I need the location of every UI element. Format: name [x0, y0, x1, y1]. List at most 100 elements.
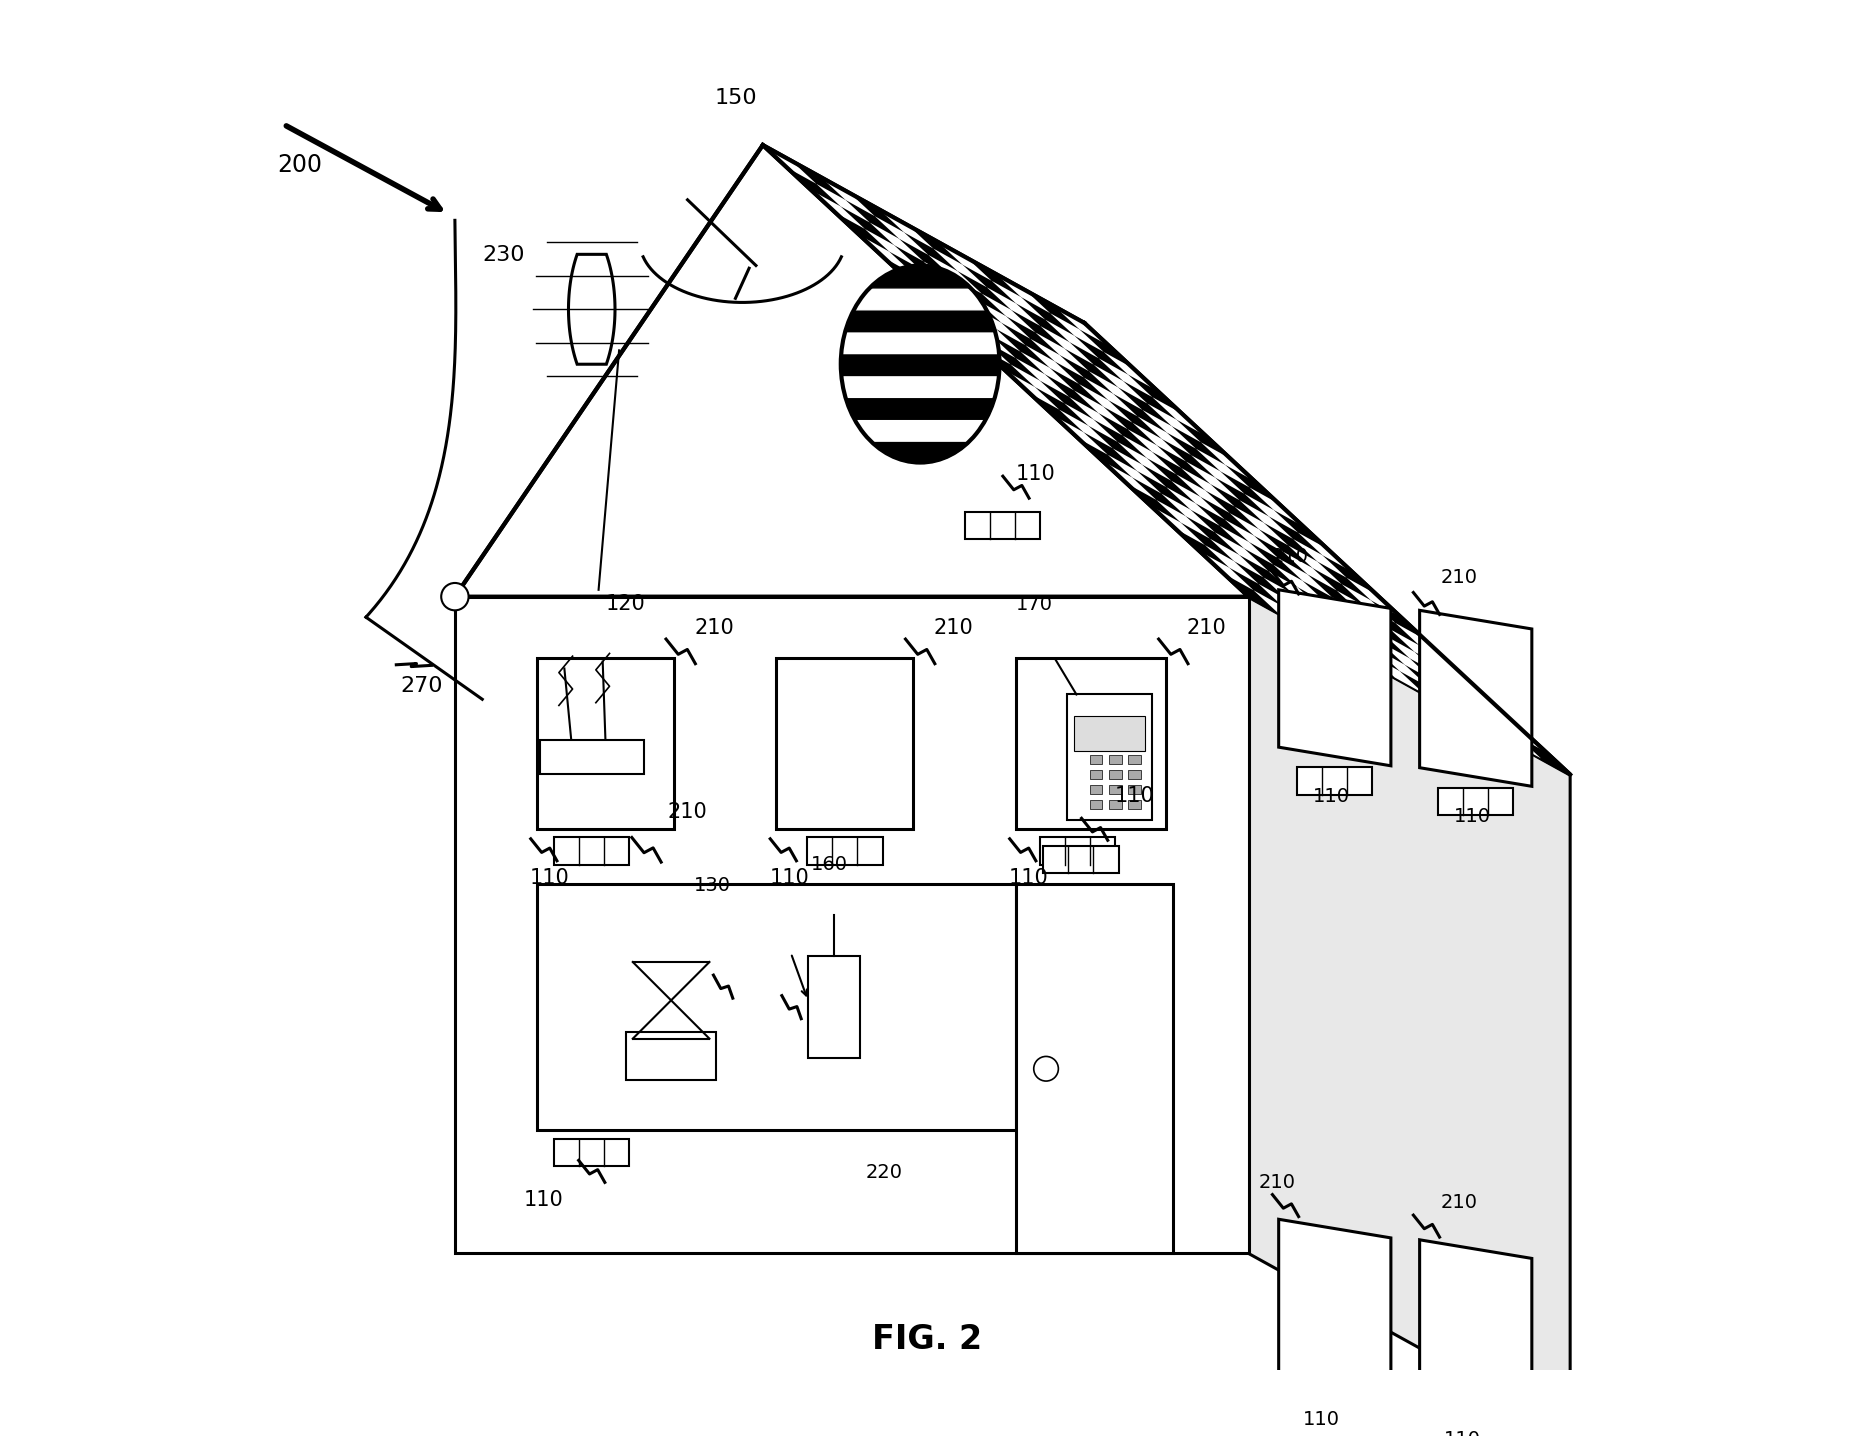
Bar: [1066, 695, 1151, 820]
Polygon shape: [1279, 590, 1390, 765]
Bar: [1129, 800, 1140, 810]
Polygon shape: [1109, 455, 1161, 494]
Text: 170: 170: [1016, 596, 1053, 615]
Bar: [1439, 1417, 1513, 1436]
Polygon shape: [1331, 597, 1385, 636]
Polygon shape: [860, 236, 914, 274]
Bar: [1016, 885, 1174, 1254]
Text: 110: 110: [1454, 807, 1491, 827]
Polygon shape: [1201, 442, 1255, 481]
Polygon shape: [986, 287, 1040, 326]
Bar: [1090, 755, 1103, 764]
Polygon shape: [1316, 616, 1370, 655]
Bar: [1109, 785, 1122, 794]
Polygon shape: [1151, 507, 1205, 546]
Polygon shape: [1268, 572, 1322, 610]
Polygon shape: [1046, 320, 1099, 359]
Polygon shape: [1420, 1239, 1531, 1416]
Polygon shape: [962, 319, 1016, 358]
Polygon shape: [1487, 719, 1541, 758]
Text: 110: 110: [530, 867, 569, 887]
Polygon shape: [1283, 551, 1337, 590]
Text: 210: 210: [1187, 617, 1227, 638]
Polygon shape: [454, 145, 1248, 596]
Polygon shape: [968, 313, 1020, 352]
Polygon shape: [1376, 649, 1429, 688]
Bar: [1044, 846, 1118, 873]
Polygon shape: [938, 243, 992, 281]
Polygon shape: [1079, 383, 1133, 422]
Polygon shape: [1253, 590, 1307, 629]
Text: 130: 130: [695, 876, 730, 895]
Polygon shape: [1133, 422, 1187, 461]
Polygon shape: [870, 223, 923, 261]
Polygon shape: [977, 300, 1031, 339]
Polygon shape: [923, 261, 977, 300]
Polygon shape: [1190, 455, 1244, 494]
Polygon shape: [1118, 442, 1172, 481]
Polygon shape: [1298, 533, 1352, 572]
Text: 210: 210: [667, 803, 706, 823]
Polygon shape: [1229, 513, 1283, 551]
Polygon shape: [1055, 307, 1109, 346]
Polygon shape: [1420, 610, 1531, 787]
Polygon shape: [1031, 339, 1085, 378]
Text: 120: 120: [606, 595, 645, 615]
Bar: [538, 885, 1016, 1130]
Text: 110: 110: [1444, 1430, 1481, 1436]
Polygon shape: [816, 184, 870, 223]
Text: 110: 110: [769, 867, 810, 887]
Polygon shape: [1016, 358, 1070, 396]
Bar: [1298, 767, 1372, 794]
Polygon shape: [983, 294, 1035, 332]
Polygon shape: [1142, 409, 1196, 448]
Bar: [1016, 658, 1166, 829]
Text: 200: 200: [276, 154, 323, 178]
Polygon shape: [1010, 365, 1064, 404]
Polygon shape: [1235, 507, 1289, 546]
Bar: [1090, 800, 1103, 810]
Polygon shape: [1157, 500, 1211, 538]
Bar: [540, 740, 643, 774]
Polygon shape: [1240, 500, 1292, 538]
Polygon shape: [1205, 546, 1259, 584]
Polygon shape: [1124, 435, 1175, 474]
Polygon shape: [1248, 596, 1570, 1432]
Bar: [454, 596, 1248, 1254]
Polygon shape: [881, 210, 933, 248]
Bar: [1109, 800, 1122, 810]
Text: 210: 210: [1441, 1193, 1478, 1212]
Polygon shape: [933, 248, 986, 287]
Polygon shape: [1263, 577, 1316, 616]
Polygon shape: [1161, 494, 1214, 533]
Polygon shape: [1433, 681, 1487, 719]
Polygon shape: [1225, 520, 1277, 559]
Bar: [538, 658, 673, 829]
Polygon shape: [1439, 675, 1492, 714]
Bar: [1090, 785, 1103, 794]
Polygon shape: [1166, 487, 1220, 526]
Polygon shape: [1492, 714, 1546, 752]
Polygon shape: [762, 145, 1570, 774]
Polygon shape: [1327, 603, 1381, 642]
Text: FIG. 2: FIG. 2: [871, 1323, 983, 1356]
Polygon shape: [1279, 1219, 1390, 1396]
Polygon shape: [929, 256, 983, 294]
Text: 110: 110: [1114, 785, 1155, 806]
Polygon shape: [762, 145, 816, 184]
Bar: [1439, 788, 1513, 816]
Text: 230: 230: [482, 246, 525, 266]
Bar: [1129, 785, 1140, 794]
Text: 210: 210: [934, 617, 973, 638]
Bar: [554, 837, 629, 864]
Polygon shape: [1148, 404, 1201, 442]
Polygon shape: [1070, 396, 1124, 435]
Polygon shape: [866, 228, 918, 267]
Polygon shape: [1127, 429, 1181, 468]
Polygon shape: [1429, 688, 1483, 727]
Bar: [964, 511, 1040, 538]
Bar: [627, 1032, 716, 1080]
Polygon shape: [1200, 551, 1253, 590]
Text: 110: 110: [523, 1189, 564, 1209]
Text: 150: 150: [716, 88, 758, 108]
